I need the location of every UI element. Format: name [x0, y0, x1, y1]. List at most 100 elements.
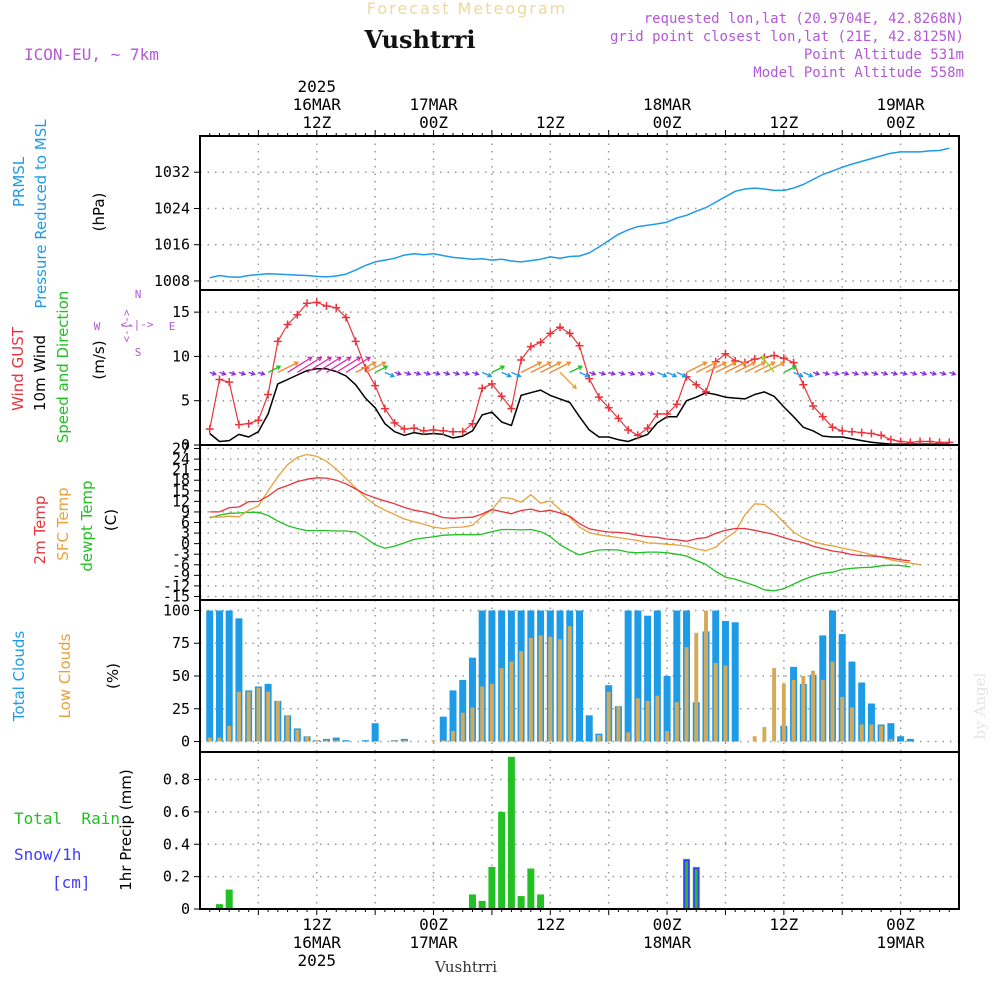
wind-direction-arrow: [491, 365, 505, 373]
cloud-panel-labels: Total Clouds Low Clouds (%): [10, 631, 122, 723]
wind-direction-arrowhead: [681, 372, 687, 378]
wind-gust-marker: [283, 320, 292, 329]
total-cloud-bar: [663, 676, 671, 742]
total-cloud-bar: [673, 610, 681, 742]
wind-gust-marker: [604, 403, 613, 412]
wind-gust-marker: [828, 423, 837, 432]
low-cloud-bar: [859, 724, 864, 742]
data-layer: [200, 147, 959, 910]
wind-direction-arrowhead: [712, 361, 718, 367]
low-cloud-bar: [830, 661, 835, 742]
wind-direction-arrowhead: [672, 372, 678, 378]
y-tick-label: 21: [172, 461, 190, 479]
time-label-bottom: 19MAR: [877, 933, 926, 952]
total-cloud-bar: [848, 661, 856, 742]
wind-direction-arrowhead: [912, 370, 918, 376]
wind-direction-arrowhead: [425, 370, 432, 376]
wind-gust-marker: [838, 426, 847, 435]
time-label-top: 12Z: [302, 113, 331, 132]
total-cloud-bar: [858, 682, 866, 742]
temp-unit: (C): [102, 509, 120, 531]
wind-direction-arrowhead: [356, 356, 362, 362]
wind-gust-marker: [332, 303, 341, 312]
wind-gust-marker: [312, 298, 321, 307]
wind-gust-marker: [458, 427, 467, 436]
wind-direction-arrowhead: [537, 361, 543, 367]
y-tick-label: 1016: [154, 236, 190, 254]
wind-direction-arrow: [374, 365, 388, 373]
y-tick-label: 0.2: [163, 868, 190, 886]
wind-direction-arrow: [715, 361, 737, 373]
wind-direction-arrow: [803, 371, 813, 377]
time-label-top: 00Z: [653, 113, 682, 132]
wind-gust-marker: [264, 390, 273, 399]
wind-gust-marker: [478, 384, 487, 393]
wind-direction-arrowhead: [883, 370, 889, 376]
low-cloud-bar: [314, 740, 319, 742]
wind-panel-labels: Wind GUST 10m Wind Speed and Direction (…: [9, 288, 175, 443]
wind-gust-marker: [341, 313, 350, 322]
wind-gust-marker: [293, 310, 302, 319]
wind-direction-arrowhead: [221, 370, 227, 376]
total-cloud-bar: [371, 723, 379, 742]
low-cloud-bar: [431, 740, 436, 742]
wind-direction-arrow: [530, 361, 552, 373]
low-cloud-bar: [762, 727, 767, 742]
wind-direction-arrowhead: [577, 365, 583, 371]
wind-gust-marker: [439, 426, 448, 435]
wind-gust-marker: [234, 420, 243, 429]
wind-gust-marker: [546, 329, 555, 338]
axis-labels: 1008101610241032051015-15-12-9-6-3036912…: [154, 77, 950, 970]
temp-panel-labels: 2m Temp SFC Temp dewpt Temp (C): [31, 480, 120, 571]
compass-west: W: [94, 320, 101, 333]
low-cloud-bar: [616, 706, 621, 742]
y-tick-label: 0.4: [163, 835, 190, 853]
rain-bar: [683, 858, 691, 909]
wind-direction-arrowhead: [276, 365, 282, 371]
wind-gust-marker: [565, 329, 574, 338]
wind-gust-marker: [254, 416, 263, 425]
wind-direction-arrow: [306, 356, 332, 373]
total-cloud-bar: [439, 716, 447, 742]
t2m-label: 2m Temp: [31, 496, 49, 565]
wind-direction-arrow: [511, 371, 521, 377]
low-cloud-bar: [441, 740, 446, 742]
y-tick-label: 3: [181, 524, 190, 542]
wind-gust-marker: [643, 424, 652, 433]
low-cloud-bar: [665, 731, 670, 742]
low-cloud-bar: [606, 691, 611, 742]
rain-bar: [692, 866, 700, 909]
low-cloud-bar: [684, 647, 689, 742]
y-tick-label: -15: [163, 587, 190, 605]
time-label-top: 12Z: [536, 113, 565, 132]
wind-gust-marker: [886, 435, 895, 444]
low-cloud-bar: [801, 676, 806, 742]
wind-direction-arrow: [761, 355, 775, 373]
total-cloud-bar: [478, 610, 486, 742]
wind-direction-arrowhead: [499, 365, 506, 371]
pressure-line: [209, 147, 950, 279]
wind-direction-arrow: [783, 365, 797, 373]
wind-direction-arrowhead: [346, 356, 352, 362]
time-label-top: 00Z: [886, 113, 915, 132]
wind-gust-marker: [672, 400, 681, 409]
low-cloud-bar: [460, 712, 465, 742]
low-cloud-bar: [392, 740, 397, 742]
wind-direction-arrow: [793, 371, 803, 377]
total-cloud-bar: [215, 610, 223, 742]
location-title: Vushtrri: [364, 25, 476, 54]
rain-bar: [537, 894, 545, 909]
total-cloud-bar: [449, 690, 457, 742]
wind-direction-arrowhead: [702, 361, 708, 367]
wind-gust-marker: [526, 342, 535, 351]
compass-south: S: [135, 346, 142, 359]
total-cloud-bar: [488, 610, 496, 742]
low-cloud-bar: [869, 724, 874, 742]
y-tick-label: -9: [172, 566, 190, 584]
wind-direction-arrowhead: [892, 370, 899, 376]
rain-bar: [215, 904, 223, 909]
low-cloud-bar: [285, 715, 290, 742]
y-tick-label: 0: [181, 535, 190, 553]
watermark: by Angel: [971, 672, 989, 739]
wind-direction-arrow: [384, 371, 395, 377]
